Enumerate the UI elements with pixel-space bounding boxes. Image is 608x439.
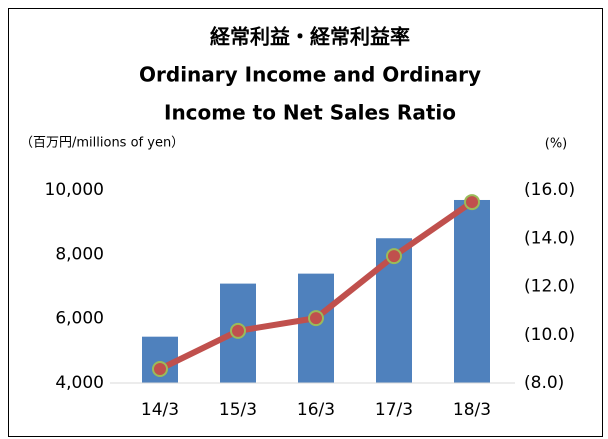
bar [454,199,490,383]
x-tick-label: 17/3 [375,400,413,420]
y2-tick-label: (8.0) [524,373,564,393]
y-tick-label: 4,000 [55,373,104,393]
y-tick-label: 6,000 [55,309,104,329]
y2-axis-label: (%) [545,137,568,152]
marker [464,194,480,211]
marker [386,248,402,265]
marker [152,361,168,378]
y-axis-label: （百万円/millions of yen） [20,136,184,151]
x-tick-label: 18/3 [453,400,491,420]
bar [298,273,334,383]
chart-title: Ordinary Income and Ordinary [139,63,481,87]
x-tick-label: 15/3 [219,400,257,420]
x-tick-label: 16/3 [297,400,335,420]
chart-title: Income to Net Sales Ratio [164,101,456,125]
y-tick-label: 8,000 [55,244,104,264]
x-tick-label: 14/3 [141,400,179,420]
y2-tick-label: (14.0) [524,228,575,248]
marker [308,310,324,327]
y2-tick-label: (10.0) [524,325,575,345]
chart-title: 経常利益・経常利益率 [210,25,410,49]
y2-tick-label: (12.0) [524,277,575,297]
marker [230,322,246,339]
y-tick-label: 10,000 [45,180,104,200]
y2-tick-label: (16.0) [524,180,575,200]
